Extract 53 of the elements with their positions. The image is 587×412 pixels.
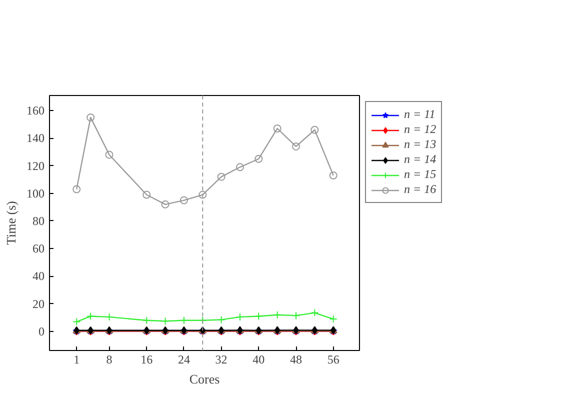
point — [142, 316, 151, 324]
y-tick-label: 80 — [32, 214, 44, 228]
point — [236, 312, 244, 321]
point — [142, 190, 151, 199]
y-tick-label: 20 — [32, 296, 44, 311]
point — [292, 312, 300, 320]
point — [72, 185, 81, 194]
x-tick-label: 24 — [178, 352, 190, 366]
legend-label: n = 14 — [404, 152, 436, 167]
x-tick-label: 32 — [215, 352, 228, 366]
x-tick-label: 56 — [327, 352, 340, 366]
point — [86, 312, 95, 320]
legend-label: n = 15 — [404, 167, 436, 182]
x-tick-label: 8 — [106, 352, 112, 366]
point — [310, 126, 319, 134]
point — [198, 190, 207, 199]
legend-label: n = 12 — [404, 122, 436, 137]
point — [105, 150, 114, 159]
y-tick-label: 40 — [32, 269, 44, 284]
point — [254, 154, 263, 163]
x-axis-title: Cores — [189, 372, 220, 386]
point — [273, 124, 282, 132]
point — [254, 312, 263, 320]
y-tick-label: 100 — [26, 186, 44, 200]
point — [217, 172, 226, 181]
point — [161, 200, 170, 208]
point — [329, 315, 338, 324]
y-tick-label: 140 — [26, 131, 44, 146]
point — [161, 317, 170, 326]
point — [273, 310, 282, 319]
point — [217, 316, 226, 324]
point — [86, 113, 95, 122]
y-tick-label: 60 — [32, 242, 44, 256]
legend-label: n = 16 — [404, 182, 436, 197]
point — [180, 316, 188, 324]
x-tick-label: 48 — [290, 352, 302, 366]
legend-label: n = 11 — [404, 107, 436, 122]
y-tick-label: 0 — [38, 324, 44, 338]
x-tick-label: 40 — [252, 352, 265, 366]
point — [72, 318, 81, 326]
y-tick-label: 160 — [26, 104, 44, 118]
point — [236, 163, 244, 172]
point — [292, 142, 300, 150]
point — [310, 308, 319, 317]
point — [329, 171, 338, 180]
y-axis-title: Time (s) — [4, 201, 18, 245]
x-tick-label: 1 — [74, 352, 80, 366]
x-tick-label: 16 — [140, 352, 153, 366]
legend-label: n = 13 — [404, 137, 436, 152]
point — [180, 196, 188, 204]
point — [198, 316, 207, 324]
point — [105, 312, 114, 321]
y-tick-label: 120 — [26, 158, 44, 173]
